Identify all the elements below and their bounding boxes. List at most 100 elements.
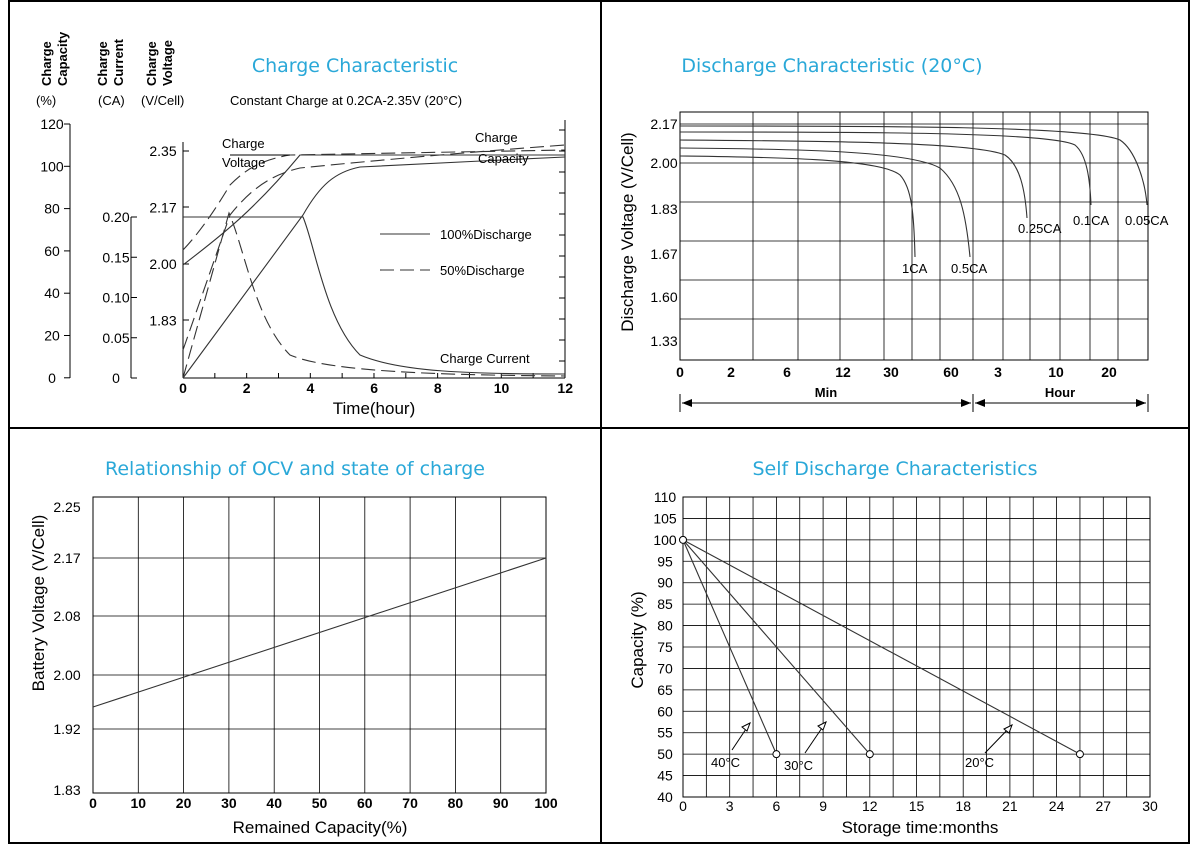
label-20c: 20°C	[965, 755, 994, 770]
discharge-x-tick-label: 6	[783, 364, 791, 380]
label-0-5ca: 0.5CA	[951, 261, 987, 276]
self-x-tick-label: 12	[862, 798, 878, 814]
discharge-curve-0-1ca	[679, 131, 1092, 206]
charge-voltage-annot-2: Voltage	[222, 155, 265, 170]
discharge-title: Discharge Characteristic (20°C)	[681, 55, 982, 77]
self-y-tick-label: 55	[657, 725, 673, 741]
charge-title: Charge Characteristic	[252, 55, 458, 77]
current-tick-label: 0.15	[102, 249, 129, 265]
discharge-y-tick-label: 2.00	[650, 155, 677, 171]
ocv-grid	[92, 496, 547, 794]
ocv-x-tick-label: 80	[448, 795, 464, 811]
self-x-tick-label: 30	[1142, 798, 1158, 814]
self-series-line	[682, 539, 777, 755]
current-axis-ticks: 0.20 0.15 0.10 0.05 0	[102, 209, 137, 386]
min-arrow-right	[961, 399, 971, 407]
time-axis-ticks: 0 2 4 6 8 10 12	[179, 129, 573, 396]
ocv-y-tick-label: 1.92	[53, 721, 80, 737]
outer-border	[8, 0, 1190, 844]
discharge-curve-0-5ca	[679, 147, 971, 258]
self-grid	[682, 496, 1151, 798]
charge-current-50-line	[182, 211, 566, 379]
voltage-tick-label: 1.83	[149, 313, 176, 329]
voltage-unit: (V/Cell)	[141, 93, 184, 108]
discharge-x-tick-label: 60	[943, 364, 959, 380]
ocv-x-tick-label: 70	[402, 795, 418, 811]
ocv-x-tick-label: 20	[176, 795, 192, 811]
capacity-tick-label: 40	[44, 285, 60, 301]
ocv-x-tick-label: 100	[534, 795, 558, 811]
capacity-unit: (%)	[36, 93, 56, 108]
voltage-tick-label: 2.00	[149, 256, 176, 272]
capacity-header-1: Charge	[39, 41, 54, 86]
discharge-curve-0-25ca	[679, 139, 1028, 219]
label-0-05ca: 0.05CA	[1125, 213, 1169, 228]
self-series-end-point	[865, 750, 874, 759]
self-series-start-point	[679, 535, 687, 544]
discharge-ylabel: Discharge Voltage (V/Cell)	[618, 132, 637, 331]
min-arrow-left	[682, 399, 692, 407]
self-x-tick-label: 27	[1096, 798, 1112, 814]
self-x-tick-label: 21	[1002, 798, 1018, 814]
self-title: Self Discharge Characteristics	[752, 458, 1037, 480]
self-xlabel: Storage time:months	[842, 818, 999, 837]
capacity-tick-label: 20	[44, 328, 60, 344]
self-y-tick-label: 75	[657, 639, 673, 655]
self-y-tick-label: 95	[657, 553, 673, 569]
hour-arrow-left	[975, 399, 985, 407]
charge-current-annot: Charge Current	[440, 351, 530, 366]
self-series-line	[682, 539, 1081, 755]
self-x-tick-label: 24	[1049, 798, 1065, 814]
time-tick-label: 4	[307, 380, 315, 396]
ocv-xlabel: Remained Capacity(%)	[233, 818, 408, 837]
charge-current-100-line	[183, 216, 566, 375]
arrowhead-20c	[1003, 723, 1013, 734]
self-y-ticks: 110 105 100 95 90 85 80 75 70 65 60 55 50 45 40	[653, 489, 677, 805]
discharge-x-tick-label: 20	[1101, 364, 1117, 380]
time-tick-label: 8	[434, 380, 442, 396]
voltage-tick-label: 2.17	[149, 200, 176, 216]
self-series-end-point	[1075, 750, 1084, 759]
self-x-tick-label: 9	[819, 798, 827, 814]
self-series-lines	[679, 535, 1084, 759]
discharge-x-ticks: 0 2 6 12 30 60 3 10 20	[676, 364, 1117, 380]
time-tick-label: 2	[243, 380, 251, 396]
ocv-x-tick-label: 40	[266, 795, 282, 811]
ocv-x-ticks: 0 10 20 30 40 50 60 70 80 90 100	[89, 795, 558, 811]
ocv-x-tick-label: 10	[131, 795, 147, 811]
ocv-y-tick-label: 2.08	[53, 608, 80, 624]
ocv-ylabel: Battery Voltage (V/Cell)	[29, 515, 48, 692]
discharge-chart: Discharge Characteristic (20°C) Discharg…	[618, 55, 1169, 412]
time-tick-label: 10	[494, 380, 510, 396]
self-y-tick-label: 65	[657, 682, 673, 698]
ocv-title: Relationship of OCV and state of charge	[105, 458, 485, 480]
self-ylabel: Capacity (%)	[628, 591, 647, 688]
self-y-tick-label: 60	[657, 703, 673, 719]
self-y-tick-label: 85	[657, 596, 673, 612]
charge-voltage-50-line	[182, 149, 566, 251]
discharge-x-tick-label: 2	[727, 364, 735, 380]
ocv-x-tick-label: 90	[493, 795, 509, 811]
min-label: Min	[815, 385, 837, 400]
capacity-tick-label: 80	[44, 201, 60, 217]
discharge-y-tick-label: 1.83	[650, 201, 677, 217]
capacity-tick-label: 120	[40, 116, 64, 132]
current-unit: (CA)	[98, 93, 125, 108]
charge-capacity-100-line	[182, 156, 566, 379]
self-y-tick-label: 50	[657, 746, 673, 762]
discharge-y-tick-label: 2.17	[650, 116, 677, 132]
ocv-y-tick-label: 2.25	[53, 499, 80, 515]
self-x-ticks: 0 3 6 9 12 15 18 21 24 27 30	[679, 798, 1158, 814]
legend-solid-label: 100%Discharge	[440, 227, 532, 242]
self-y-tick-label: 110	[654, 489, 677, 505]
current-tick-label: 0.20	[102, 209, 129, 225]
self-x-tick-label: 3	[726, 798, 734, 814]
current-tick-label: 0.10	[102, 290, 129, 306]
voltage-tick-label: 2.35	[149, 143, 176, 159]
self-x-tick-label: 6	[773, 798, 781, 814]
charge-capacity-annot-1: Charge	[475, 130, 518, 145]
charge-capacity-annot-2: Capacity	[478, 151, 529, 166]
charge-xlabel: Time(hour)	[333, 399, 416, 418]
